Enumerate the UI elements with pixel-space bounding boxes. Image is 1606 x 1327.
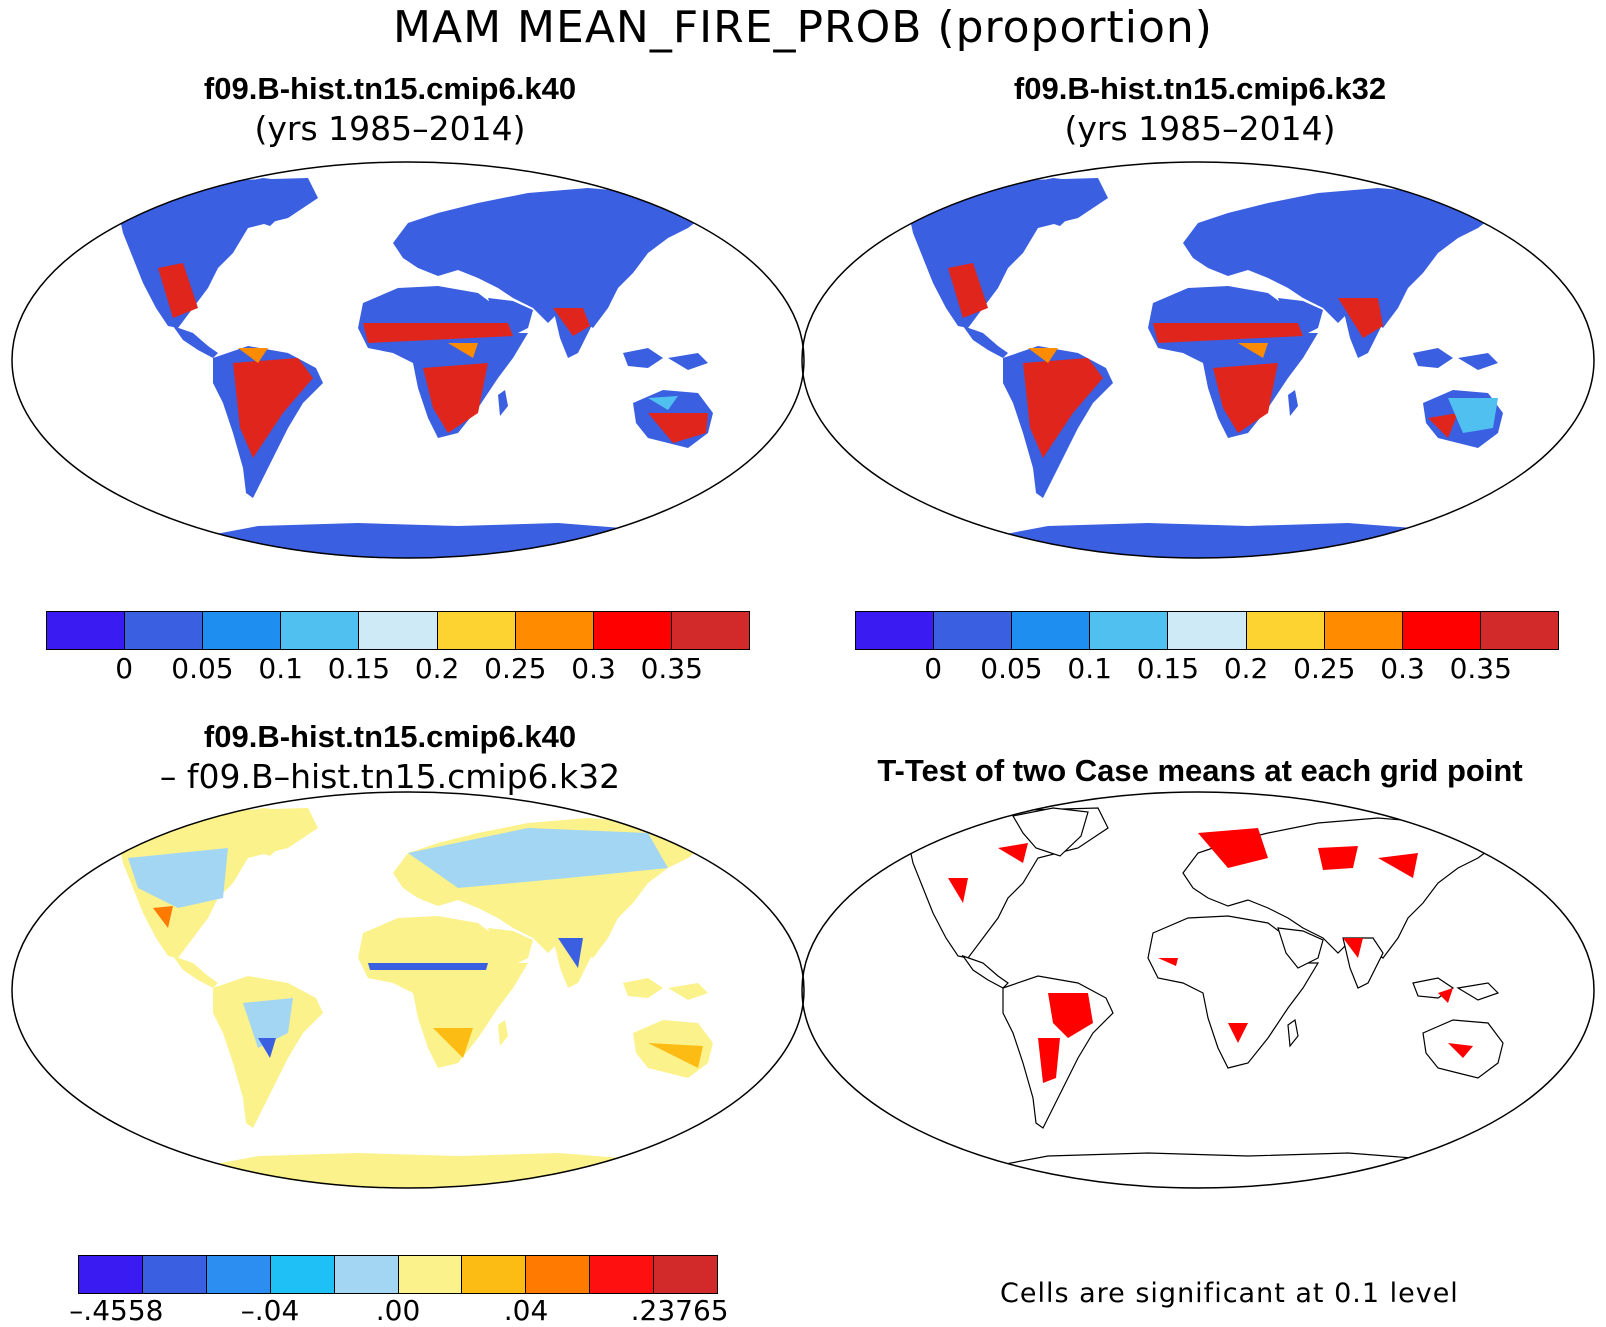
colorbar-segment [142,1256,207,1293]
map-border [801,161,1595,559]
colorbar-tick-label: 0.15 [327,652,391,685]
case-name: f09.B-hist.tn15.cmip6.k40 [203,71,577,106]
colorbar-segment [1246,612,1325,649]
panel-title-bottom-right: T-Test of two Case means at each grid po… [820,752,1580,790]
colorbar-tick-label: 0.05 [171,652,234,685]
colorbar-tick-label: 0.3 [1380,652,1425,685]
panel-title-top-right: f09.B-hist.tn15.cmip6.k32 (yrs 1985–2014… [820,70,1580,150]
colorbar-difference [78,1255,718,1294]
colorbar-segment [398,1256,463,1293]
ttest-title: T-Test of two Case means at each grid po… [877,753,1523,788]
colorbar-tick-label: 0.15 [1136,652,1200,685]
colorbar-tick-label: .23765 [630,1294,729,1327]
colorbar-mean-right [855,611,1559,650]
fire-hotspots [948,263,1498,458]
colorbar-segment [47,612,126,649]
colorbar-segment [203,612,282,649]
case-name: f09.B-hist.tn15.cmip6.k40 [203,719,577,754]
panel-title-bottom-left: f09.B-hist.tn15.cmip6.k40 – f09.B–hist.t… [10,718,770,798]
figure-title: MAM MEAN_FIRE_PROB (proportion) [393,2,1213,53]
colorbar-tick-label: 0.25 [484,652,547,685]
year-range: (yrs 1985–2014) [1064,109,1336,148]
colorbar-tick-label: 0.2 [1223,652,1269,685]
case-name: f09.B-hist.tn15.cmip6.k32 [1013,71,1387,106]
colorbar-segment [281,612,360,649]
colorbar-tick-label: 0.05 [980,652,1043,685]
colorbar-segment [359,612,438,649]
map-border [11,161,805,559]
difference-patches [128,828,703,1068]
colorbar-segment [206,1256,271,1293]
map-difference [11,791,805,1189]
colorbar-tick-label: 0 [924,652,943,685]
colorbar-segment [1168,612,1247,649]
colorbar-tick-label: –.04 [240,1294,300,1327]
colorbar-tick-label: 0.35 [1449,652,1512,685]
colorbar-tick-label: 0.1 [1067,652,1112,685]
colorbar-tick-label: 0.25 [1293,652,1356,685]
colorbar-tick-label: –.4558 [69,1294,164,1327]
land-base [118,178,713,558]
colorbar-segment [1090,612,1169,649]
colorbar-segment [526,1256,591,1293]
colorbar-segment [1480,612,1558,649]
colorbar-segment [334,1256,399,1293]
colorbar-tick-label: 0.35 [640,652,703,685]
colorbar-tick-label: 0.2 [414,652,460,685]
colorbar-segment [515,612,594,649]
fire-hotspots [158,263,708,458]
map-ttest [801,791,1595,1189]
colorbar-tick-label: 0.3 [571,652,616,685]
colorbar-segment [593,612,672,649]
colorbar-segment [79,1256,143,1293]
colorbar-segment [462,1256,527,1293]
minus-case-name: – f09.B–hist.tn15.cmip6.k32 [159,757,621,796]
colorbar-segment [856,612,935,649]
colorbar-tick-label: 0.1 [258,652,303,685]
significance-note: Cells are significant at 0.1 level [1000,1278,1459,1309]
colorbar-segment [437,612,516,649]
colorbar-segment [1012,612,1091,649]
colorbar-tick-label: 0 [115,652,134,685]
colorbar-segment [1402,612,1481,649]
colorbar-segment [270,1256,335,1293]
colorbar-segment [654,1256,718,1293]
colorbar-segment [125,612,204,649]
colorbar-segment [934,612,1013,649]
colorbar-segment [671,612,749,649]
land-base [908,178,1503,558]
map-mean-k40 [11,161,805,559]
year-range: (yrs 1985–2014) [254,109,526,148]
colorbar-tick-label: .04 [503,1294,549,1327]
map-border [801,791,1595,1189]
colorbar-segment [590,1256,655,1293]
panel-title-top-left: f09.B-hist.tn15.cmip6.k40 (yrs 1985–2014… [10,70,770,150]
colorbar-tick-label: .00 [375,1294,421,1327]
colorbar-mean-left [46,611,750,650]
colorbar-segment [1324,612,1403,649]
map-mean-k32 [801,161,1595,559]
map-border [11,791,805,1189]
significant-cells [948,828,1473,1083]
